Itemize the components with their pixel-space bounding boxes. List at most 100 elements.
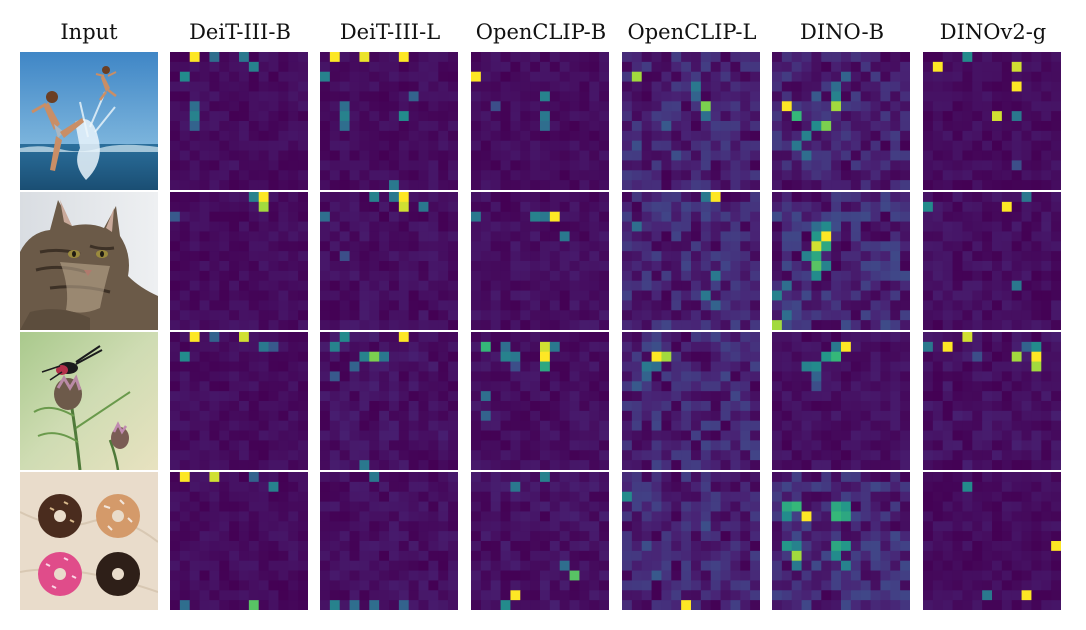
heatmap-cell	[880, 391, 891, 402]
heatmap-cell	[471, 61, 482, 73]
heatmap-cell	[962, 521, 973, 532]
heatmap-cell	[992, 251, 1003, 262]
heatmap-cell	[579, 71, 590, 82]
heatmap-cell	[500, 410, 511, 422]
heatmap-cell	[170, 52, 181, 63]
heatmap-cell	[520, 61, 531, 73]
heatmap-cell	[801, 550, 812, 562]
heatmap-cell	[298, 280, 308, 291]
heatmap-cell	[900, 391, 910, 402]
heatmap-cell	[229, 160, 240, 171]
heatmap-cell	[179, 570, 191, 581]
heatmap-cell	[520, 550, 531, 562]
heatmap-cell	[900, 300, 910, 311]
heatmap-cell	[631, 160, 643, 171]
heatmap-cell	[448, 440, 458, 451]
heatmap-cell	[359, 140, 370, 151]
heatmap-cell	[589, 121, 600, 132]
heatmap-cell	[189, 300, 200, 311]
heatmap-cell	[359, 111, 370, 122]
heatmap-cell	[1021, 81, 1032, 92]
heatmap-cell	[890, 241, 901, 252]
heatmap-cell	[268, 300, 279, 311]
heatmap-cell	[1021, 261, 1032, 272]
heatmap-cell	[831, 550, 842, 562]
heatmap-cell	[500, 211, 511, 222]
heatmap-cell	[480, 440, 492, 451]
heatmap-cell	[490, 410, 501, 422]
heatmap-cell	[952, 251, 963, 262]
heatmap-cell	[831, 111, 842, 122]
heatmap-cell	[268, 541, 279, 552]
heatmap-cell	[870, 570, 881, 581]
heatmap-cell	[992, 450, 1003, 461]
heatmap-cell	[179, 472, 191, 483]
heatmap-cell	[490, 52, 501, 63]
heatmap-cell	[339, 460, 350, 470]
heatmap-cell	[549, 531, 561, 542]
heatmap-cell	[480, 600, 492, 610]
heatmap-cell	[579, 192, 590, 203]
heatmap-cell	[720, 121, 731, 132]
heatmap-cell	[671, 270, 682, 282]
heatmap-cell	[288, 61, 299, 73]
heatmap-cell	[651, 130, 662, 142]
heatmap-cell	[448, 541, 458, 552]
heatmap-cell	[972, 521, 983, 532]
heatmap-cell	[288, 391, 299, 402]
heatmap-cell	[540, 401, 551, 412]
heatmap-cell	[942, 320, 953, 330]
heatmap-cell	[349, 341, 360, 353]
heatmap-cell	[710, 600, 721, 610]
heatmap-cell	[811, 472, 822, 483]
heatmap-cell	[811, 351, 822, 362]
heatmap-cell	[438, 351, 449, 362]
heatmap-cell	[589, 351, 600, 362]
heatmap-cell	[710, 201, 721, 213]
heatmap-cell	[170, 430, 181, 441]
heatmap-cell	[530, 341, 541, 353]
heatmap-cell	[641, 160, 652, 171]
heatmap-cell	[801, 430, 812, 441]
heatmap-cell	[962, 121, 973, 132]
heatmap-cell	[500, 600, 511, 610]
heatmap-cell	[791, 71, 802, 82]
heatmap-cell	[651, 361, 662, 372]
heatmap-cell	[540, 341, 551, 353]
heatmap-cell	[520, 150, 531, 161]
heatmap-cell	[992, 290, 1003, 301]
heatmap-cell	[651, 440, 662, 451]
heatmap-cell	[1051, 332, 1061, 343]
heatmap-cell	[408, 590, 419, 601]
heatmap-cell	[389, 481, 400, 493]
heatmap-cell	[418, 221, 429, 232]
heatmap-cell	[540, 391, 551, 402]
heatmap-cell	[870, 521, 881, 532]
heatmap-cell	[1021, 381, 1032, 392]
heatmap-cell	[349, 221, 360, 232]
heatmap-cell	[641, 101, 652, 112]
heatmap-cell	[219, 160, 230, 171]
heatmap-cell	[448, 91, 458, 102]
heatmap-cell	[329, 440, 341, 451]
heatmap-cell	[349, 371, 360, 382]
heatmap-cell	[1011, 341, 1022, 353]
heatmap-cell	[339, 211, 350, 222]
heatmap-cell	[179, 391, 191, 402]
heatmap-cell	[1001, 111, 1013, 122]
heatmap-cell	[379, 521, 390, 532]
heatmap-cell	[540, 521, 551, 532]
heatmap-cell	[418, 61, 429, 73]
heatmap-cell	[428, 531, 439, 542]
heatmap-cell	[870, 231, 881, 242]
heatmap-cell	[1041, 361, 1052, 372]
heatmap-cell	[1001, 130, 1013, 142]
heatmap-cell	[710, 270, 721, 282]
heatmap-cell	[831, 600, 842, 610]
heatmap-cell	[599, 410, 609, 422]
heatmap-cell	[622, 160, 633, 171]
heatmap-cell	[730, 211, 741, 222]
heatmap-cell	[320, 580, 331, 591]
heatmap-cell	[821, 270, 832, 282]
heatmap-cell	[811, 481, 822, 493]
